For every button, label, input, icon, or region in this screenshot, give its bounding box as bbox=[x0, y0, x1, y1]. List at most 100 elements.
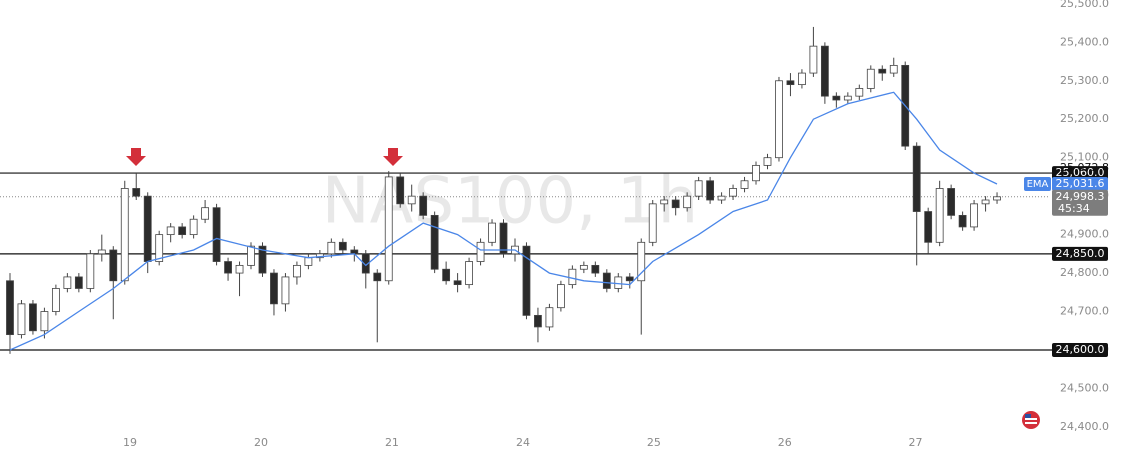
candle-body bbox=[763, 157, 772, 166]
y-tick-label: 25,500.0 bbox=[1060, 0, 1109, 10]
y-tick-label: 24,500.0 bbox=[1060, 381, 1109, 394]
candle-body bbox=[235, 264, 244, 274]
candle-body bbox=[740, 180, 749, 189]
x-tick-label: 20 bbox=[254, 436, 268, 449]
flag-icon bbox=[1022, 411, 1040, 429]
candle-body bbox=[384, 176, 393, 282]
level-label-box bbox=[1052, 166, 1108, 181]
candle-body bbox=[120, 188, 129, 282]
candle-body bbox=[878, 68, 887, 74]
candle-body bbox=[660, 199, 669, 205]
candle-body bbox=[522, 245, 531, 316]
ema-value-box bbox=[1052, 177, 1108, 191]
candle-body bbox=[74, 276, 83, 289]
candle-body bbox=[809, 45, 818, 74]
candle-body bbox=[132, 188, 141, 197]
candle-body bbox=[201, 207, 210, 220]
x-tick-label: 21 bbox=[385, 436, 399, 449]
countdown: 45:34 bbox=[1058, 202, 1090, 215]
candle-body bbox=[109, 249, 118, 282]
ema-value: 25,031.6 bbox=[1056, 177, 1105, 190]
y-tick-label: 25,300.0 bbox=[1060, 74, 1109, 87]
y-tick-label: 25,200.0 bbox=[1060, 112, 1109, 125]
candle-body bbox=[465, 261, 473, 286]
candle-body bbox=[270, 272, 278, 305]
candle-body bbox=[694, 180, 703, 197]
level-label: 25,060.0 bbox=[1056, 166, 1105, 179]
candle-body bbox=[315, 253, 324, 259]
candle-body bbox=[786, 80, 795, 86]
candle-body bbox=[327, 241, 336, 255]
candle-body bbox=[683, 195, 692, 209]
candle-body bbox=[935, 188, 944, 243]
ema-line bbox=[9, 91, 998, 351]
candle-body bbox=[304, 257, 313, 266]
candle-body bbox=[396, 176, 405, 205]
candle-body bbox=[625, 276, 634, 282]
candle-body bbox=[40, 311, 49, 332]
watermark: NAS100, 1h bbox=[322, 165, 698, 239]
y-tick-label: 24,400.0 bbox=[1060, 420, 1109, 433]
candle-body bbox=[947, 188, 956, 216]
candle-body bbox=[189, 218, 198, 236]
arrow-marker bbox=[383, 148, 403, 166]
candle-body bbox=[212, 207, 221, 262]
candle-body bbox=[419, 195, 428, 216]
level-label-box bbox=[1052, 246, 1108, 261]
ema-name-box bbox=[1024, 177, 1051, 191]
candle-body bbox=[373, 272, 382, 282]
candle-body bbox=[556, 284, 565, 309]
candle-body bbox=[86, 253, 95, 289]
candle-body bbox=[648, 203, 657, 243]
candle-body bbox=[143, 195, 152, 262]
candle-body bbox=[442, 268, 451, 282]
level-label: 24,600.0 bbox=[1056, 343, 1105, 356]
candle-body bbox=[97, 249, 106, 255]
candle-body bbox=[338, 241, 347, 251]
ema-name: EMA bbox=[1027, 179, 1049, 190]
last-price-box bbox=[1052, 189, 1108, 216]
candle-body bbox=[155, 234, 164, 262]
candle-body bbox=[453, 280, 462, 286]
x-tick-label: 19 bbox=[123, 436, 137, 449]
candle-body bbox=[17, 303, 26, 336]
candle-body bbox=[579, 264, 588, 270]
candle-body bbox=[637, 241, 646, 282]
candle-body bbox=[29, 303, 37, 332]
y-tick-label: 25,400.0 bbox=[1060, 35, 1109, 48]
candle-body bbox=[993, 196, 1001, 201]
candle-body bbox=[407, 195, 416, 205]
y-tick-label: 24,900.0 bbox=[1060, 228, 1109, 241]
candle-body bbox=[866, 68, 875, 89]
candle-body bbox=[534, 314, 542, 328]
candle-body bbox=[293, 264, 301, 278]
high-mark-label: 25,072.8 bbox=[1060, 161, 1109, 174]
x-tick-label: 27 bbox=[909, 436, 923, 449]
candle-body bbox=[258, 245, 267, 274]
level-label-box bbox=[1052, 343, 1108, 357]
candle-body bbox=[958, 214, 967, 228]
candle-body bbox=[889, 64, 898, 74]
candle-body bbox=[924, 211, 933, 243]
candle-body bbox=[798, 72, 806, 86]
candle-body bbox=[281, 276, 290, 305]
candle-body bbox=[981, 199, 990, 205]
candle-body bbox=[178, 226, 187, 236]
candle-body bbox=[361, 253, 370, 274]
candle-body bbox=[855, 88, 864, 97]
y-tick-label: 24,800.0 bbox=[1060, 266, 1109, 279]
candle-body bbox=[488, 222, 496, 243]
arrow-marker bbox=[126, 148, 146, 166]
candle-body bbox=[247, 245, 255, 266]
last-price-label: 24,998.3 bbox=[1056, 190, 1105, 203]
candle-body bbox=[752, 164, 760, 182]
candle-body bbox=[843, 95, 852, 101]
x-tick-label: 25 bbox=[647, 436, 661, 449]
candle-body bbox=[775, 80, 783, 159]
y-tick-label: 25,100.0 bbox=[1060, 151, 1109, 164]
candle-body bbox=[499, 222, 508, 255]
level-label: 24,850.0 bbox=[1056, 247, 1105, 260]
candle-body bbox=[602, 272, 611, 289]
